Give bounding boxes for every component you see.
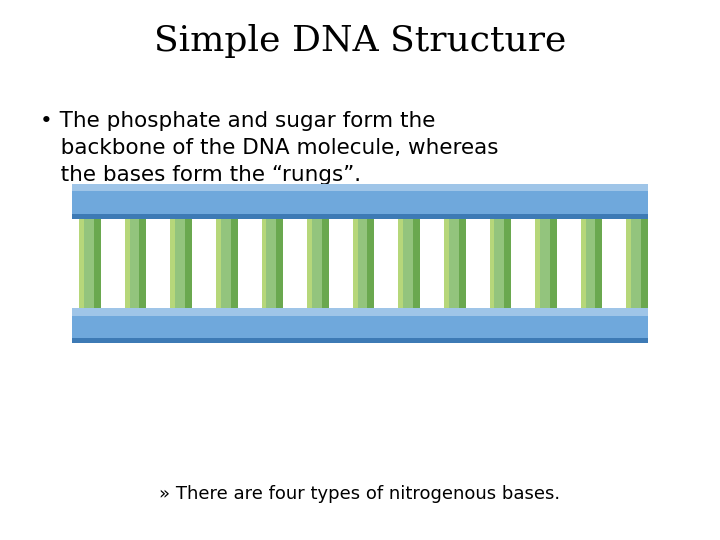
Bar: [490, 208, 495, 313]
Bar: [457, 208, 466, 313]
Bar: [129, 208, 140, 313]
Bar: [216, 208, 221, 313]
Bar: [585, 208, 595, 313]
Bar: [402, 208, 413, 313]
Bar: [626, 208, 631, 313]
Bar: [630, 208, 641, 313]
Bar: [594, 208, 603, 313]
Text: » There are four types of nitrogenous bases.: » There are four types of nitrogenous ba…: [159, 485, 561, 503]
Bar: [220, 208, 230, 313]
Bar: [398, 208, 403, 313]
Bar: [274, 208, 283, 313]
Bar: [229, 208, 238, 313]
Bar: [444, 208, 449, 313]
Bar: [539, 208, 550, 313]
Bar: [356, 208, 367, 313]
Bar: [311, 208, 322, 313]
Bar: [493, 208, 504, 313]
Bar: [171, 208, 175, 313]
Text: Simple DNA Structure: Simple DNA Structure: [154, 24, 566, 58]
Bar: [92, 208, 101, 313]
Bar: [266, 208, 276, 313]
Bar: [639, 208, 648, 313]
Bar: [535, 208, 540, 313]
Bar: [72, 308, 648, 343]
Bar: [83, 208, 94, 313]
Bar: [72, 338, 648, 343]
Bar: [353, 208, 358, 313]
Bar: [72, 184, 648, 219]
Text: • The phosphate and sugar form the
   backbone of the DNA molecule, whereas
   t: • The phosphate and sugar form the backb…: [40, 111, 498, 185]
Bar: [184, 208, 192, 313]
Bar: [366, 208, 374, 313]
Bar: [548, 208, 557, 313]
Bar: [72, 214, 648, 219]
Bar: [174, 208, 185, 313]
Bar: [411, 208, 420, 313]
Bar: [320, 208, 329, 313]
Bar: [261, 208, 266, 313]
Bar: [503, 208, 511, 313]
Bar: [307, 208, 312, 313]
Bar: [72, 308, 648, 315]
Bar: [79, 208, 84, 313]
Bar: [448, 208, 459, 313]
Bar: [581, 208, 585, 313]
Bar: [72, 184, 648, 191]
Bar: [125, 208, 130, 313]
Bar: [138, 208, 146, 313]
